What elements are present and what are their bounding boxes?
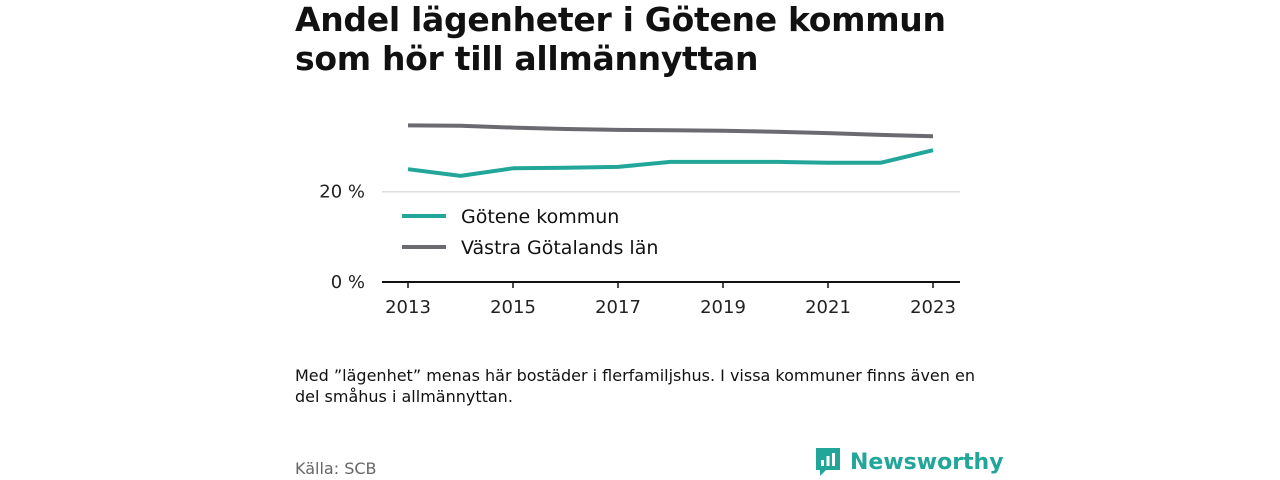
series-line (407, 148, 934, 178)
brand-name: Newsworthy (850, 449, 1004, 475)
newsworthy-logo-icon (816, 448, 840, 476)
x-tick-label: 2015 (490, 297, 536, 318)
x-tick-label: 2023 (910, 297, 956, 318)
brand-logo[interactable]: Newsworthy (814, 446, 1004, 478)
chart-title: Andel lägenheter i Götene kommun som hör… (295, 0, 946, 78)
axes: 0 % 20 % 2013 2015 2017 2019 2021 2023 (319, 182, 960, 318)
series-lines (407, 123, 934, 178)
y-tick-label: 0 % (331, 272, 365, 293)
x-tick-label: 2021 (805, 297, 851, 318)
x-tick-label: 2013 (385, 297, 431, 318)
legend-background (390, 199, 668, 265)
source-label: Källa: SCB (295, 459, 377, 478)
legend-label: Götene kommun (461, 206, 619, 228)
chart-note: Med ”lägenhet” menas här bostäder i fler… (295, 366, 975, 406)
x-tick-label: 2017 (595, 297, 641, 318)
y-tick-label: 20 % (319, 182, 365, 203)
legend-label: Västra Götalands län (461, 237, 658, 259)
x-tick-label: 2019 (700, 297, 746, 318)
series-line (407, 123, 934, 139)
legend: Götene kommun Västra Götalands län (390, 199, 668, 265)
